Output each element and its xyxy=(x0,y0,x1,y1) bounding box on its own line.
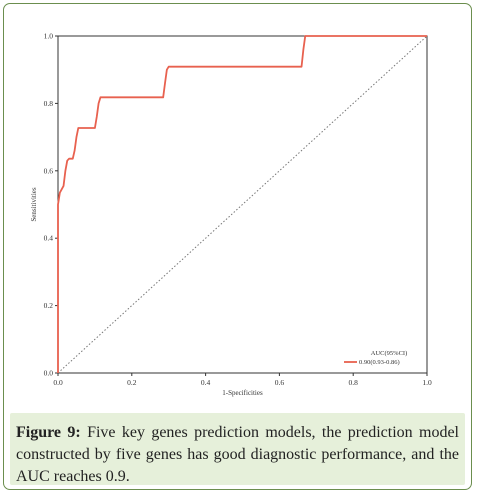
roc-chart-svg: 0.0 0.2 0.4 0.6 0.8 1.0 0.0 0.2 0.4 0.6 0.8 1.0 1-Sp… xyxy=(30,32,432,398)
x-tick-label: 0.0 xyxy=(53,378,63,387)
x-axis-label: 1-Specificities xyxy=(222,389,263,397)
y-tick-label: 0.2 xyxy=(44,301,54,310)
y-axis-label: Sensitivities xyxy=(30,187,38,222)
x-tick-label: 0.6 xyxy=(275,378,285,387)
y-tick-label: 0.4 xyxy=(44,234,54,243)
x-tick-label: 1.0 xyxy=(422,378,432,387)
x-tick-label: 0.2 xyxy=(127,378,137,387)
roc-curve-line xyxy=(57,35,427,373)
y-tick-label: 0.6 xyxy=(44,166,54,175)
x-tick-label: 0.8 xyxy=(349,378,359,387)
roc-chart: 0.0 0.2 0.4 0.6 0.8 1.0 0.0 0.2 0.4 0.6 0.8 1.0 1-Sp… xyxy=(4,4,473,409)
legend-entry: 0.90(0.93-0.86) xyxy=(359,359,400,366)
caption-label: Figure 9: xyxy=(16,424,81,441)
figure-frame: 0.0 0.2 0.4 0.6 0.8 1.0 0.0 0.2 0.4 0.6 0.8 1.0 1-Sp… xyxy=(3,3,472,490)
y-tick-label: 0.8 xyxy=(44,99,54,108)
x-tick-label: 0.4 xyxy=(201,378,211,387)
figure-caption: Figure 9: Five key genes prediction mode… xyxy=(10,413,465,485)
caption-text: Five key genes prediction models, the pr… xyxy=(16,424,460,485)
y-tick-label: 0.0 xyxy=(44,369,54,378)
reference-diagonal xyxy=(57,35,428,374)
legend-title: AUC(95%CI) xyxy=(371,350,407,357)
y-tick-label: 1.0 xyxy=(44,32,54,41)
